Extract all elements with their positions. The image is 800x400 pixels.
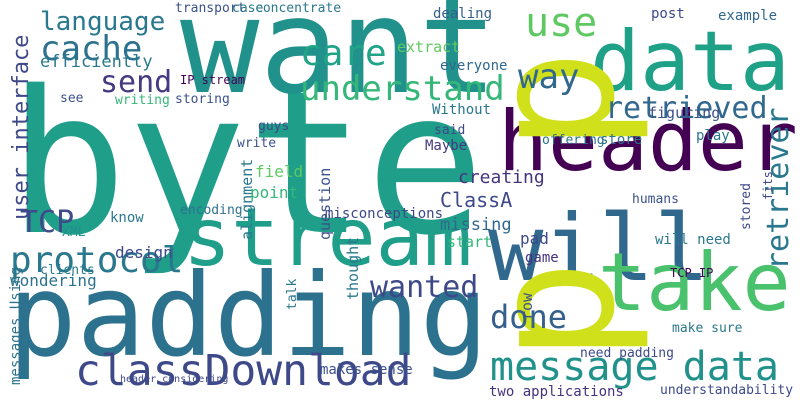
word: take	[598, 236, 791, 329]
word: talk	[285, 279, 300, 310]
word: humans	[632, 192, 679, 207]
word: TCP IP	[670, 266, 713, 280]
word: ClassA	[440, 188, 512, 212]
word: use	[525, 0, 597, 46]
word: wanted	[370, 270, 478, 305]
word: will need	[655, 232, 731, 248]
word: p	[455, 50, 653, 152]
word: language	[40, 7, 165, 37]
word: padding	[8, 249, 488, 382]
word: understandability	[660, 383, 793, 398]
word: guys	[258, 119, 289, 134]
word: transport	[175, 1, 245, 16]
word: want	[180, 0, 498, 124]
word: post	[651, 6, 685, 22]
word: send	[100, 65, 172, 100]
word: classDownload	[75, 346, 412, 396]
word: alignment	[238, 159, 256, 240]
word: game	[525, 250, 559, 266]
word: fits	[761, 171, 775, 200]
word: storing	[175, 92, 230, 107]
word: retriever	[761, 107, 796, 270]
word: p	[455, 260, 653, 362]
word: store	[600, 132, 642, 148]
word: everyone	[440, 58, 507, 74]
word: play	[696, 128, 730, 144]
word: header	[498, 93, 798, 190]
word: figuring	[648, 104, 720, 122]
word: protocol	[10, 240, 183, 281]
word: cache	[40, 29, 142, 69]
word: start	[447, 233, 492, 251]
word: header considering	[120, 374, 228, 385]
word: efficiently	[40, 52, 153, 72]
word: will	[488, 195, 710, 302]
word: user interface	[9, 35, 34, 220]
word: Maybe	[425, 138, 467, 154]
word: extract	[397, 38, 460, 56]
word: creating	[458, 167, 545, 188]
word: byte	[8, 48, 485, 279]
word: see	[60, 91, 84, 106]
word: data	[590, 13, 790, 110]
word: field	[255, 162, 303, 181]
word: thought	[344, 237, 362, 300]
word: misconceptions	[325, 206, 443, 222]
word: write	[237, 136, 276, 151]
word: concentrate	[255, 1, 341, 16]
word: makes sense	[320, 362, 413, 378]
word: XML	[62, 225, 86, 240]
word: case	[232, 1, 263, 16]
word: done	[490, 298, 567, 336]
word: know	[110, 210, 144, 226]
word: clients	[40, 263, 95, 278]
word: understand	[300, 69, 505, 109]
word: writing	[115, 93, 170, 108]
word: care	[300, 33, 387, 74]
word: need padding	[580, 346, 674, 361]
word: missing	[440, 215, 512, 235]
word: Without	[432, 102, 491, 118]
word: row	[518, 292, 536, 320]
word: TCP	[20, 205, 74, 240]
word: message data	[490, 344, 779, 390]
word: question	[316, 168, 334, 240]
word: encoding	[180, 203, 243, 218]
word: point	[250, 183, 298, 202]
word: two applications	[489, 384, 624, 400]
word: stream	[183, 191, 472, 284]
word: stored	[739, 183, 754, 230]
word: design	[115, 243, 173, 262]
word: IP stream	[180, 73, 245, 87]
word: retrieved	[605, 91, 768, 126]
word: dealing	[433, 6, 492, 22]
word: said	[434, 123, 465, 138]
word: pad	[520, 229, 549, 248]
word: offering	[542, 133, 605, 148]
word: example	[718, 8, 777, 24]
word: wondering	[10, 271, 97, 290]
word: messages Using	[8, 267, 24, 385]
word: make sure	[672, 321, 743, 336]
word: way	[518, 57, 579, 97]
